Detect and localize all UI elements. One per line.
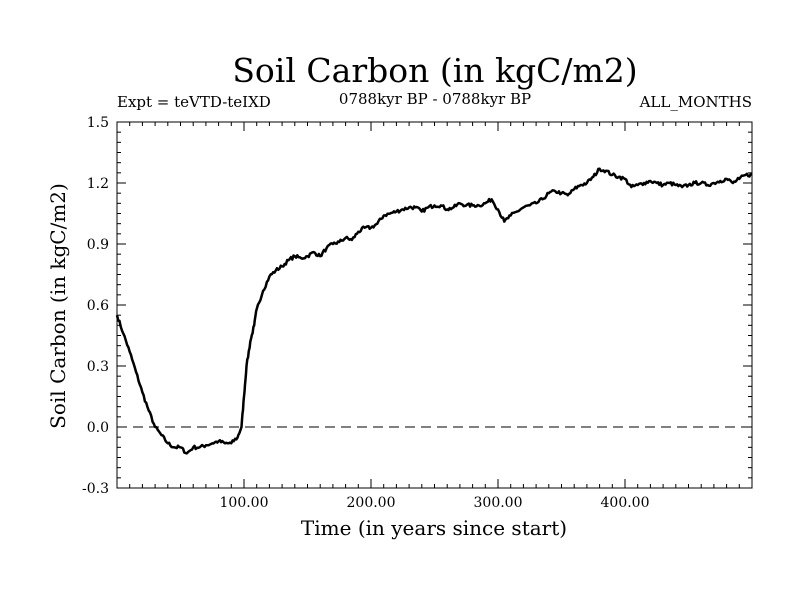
period-label: 0788kyr BP - 0788kyr BP [339,90,531,108]
y-axis-label: Soil Carbon (in kgC/m2) [46,183,70,429]
y-tick-label: 0.3 [87,359,109,375]
x-tick-label: 300.00 [474,495,523,511]
y-tick-label: 0.9 [87,237,109,253]
months-label: ALL_MONTHS [639,93,752,111]
series-line [115,167,753,455]
y-tick-label: -0.3 [82,481,109,497]
x-tick-label: 200.00 [347,495,396,511]
y-tick-label: 1.5 [87,115,109,131]
x-axis-label: Time (in years since start) [301,516,567,540]
x-tick-label: 100.00 [220,495,269,511]
y-tick-label: 1.2 [87,176,109,192]
y-tick-label: 0.0 [87,420,109,436]
y-tick-label: 0.6 [87,298,109,314]
chart-title: Soil Carbon (in kgC/m2) [232,51,637,90]
x-tick-label: 400.00 [601,495,650,511]
experiment-label: Expt = teVTD-teIXD [117,93,271,111]
plot-frame [116,121,753,489]
